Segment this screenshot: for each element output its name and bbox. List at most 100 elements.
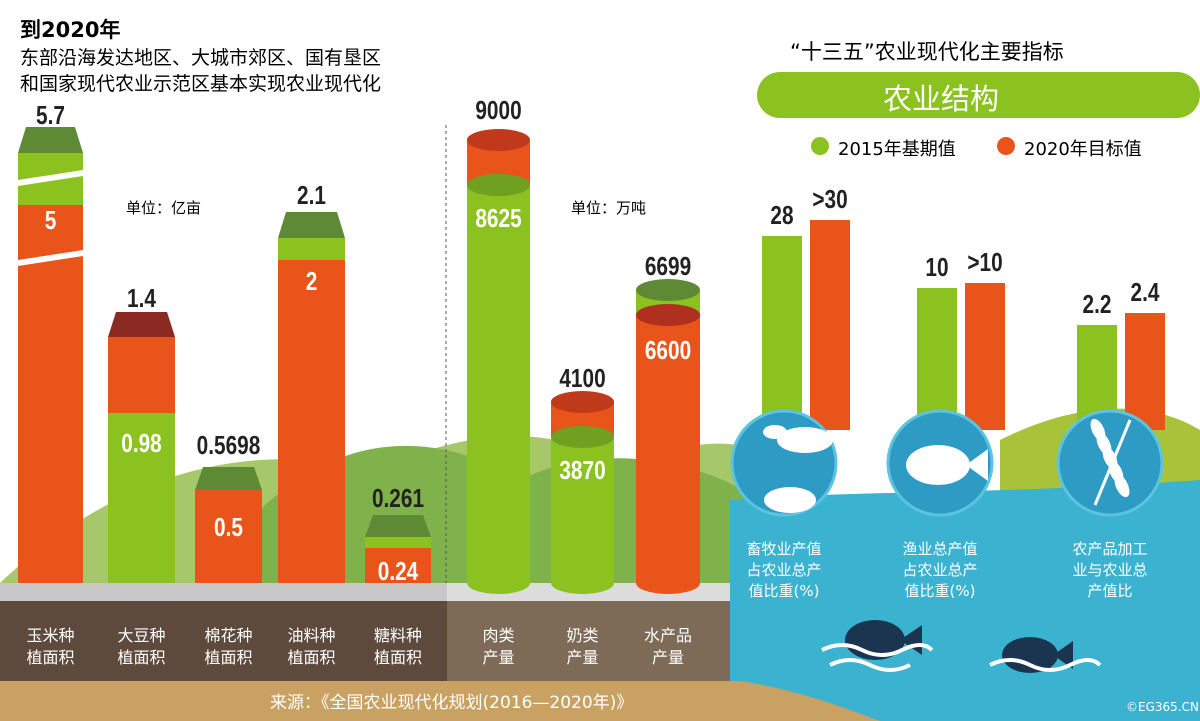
bar-2020 bbox=[965, 283, 1005, 430]
category-label: 水产品 bbox=[643, 626, 692, 645]
category-label: 植面积 bbox=[26, 648, 75, 667]
cattle-head bbox=[763, 425, 787, 439]
data-label-total: 1.4 bbox=[127, 283, 156, 313]
data-label-2015: 10 bbox=[925, 252, 949, 282]
data-label-2020: >30 bbox=[812, 184, 848, 214]
data-label-value: 0.24 bbox=[377, 556, 419, 586]
data-label-total: 9000 bbox=[475, 95, 522, 125]
category-label: 棉花种 bbox=[204, 626, 253, 645]
cylinder-top bbox=[467, 129, 530, 151]
category-label: 大豆种 bbox=[117, 626, 166, 645]
bar-gap bbox=[365, 537, 431, 548]
category-label: 糖料种 bbox=[373, 626, 422, 645]
category-label: 奶类 bbox=[566, 626, 599, 645]
header-line2: 和国家现代农业示范区基本实现农业现代化 bbox=[20, 73, 382, 95]
bar-2015-value bbox=[108, 413, 175, 583]
cylinder-2015-value bbox=[467, 185, 530, 583]
category-label: 产量 bbox=[651, 648, 684, 667]
bar-cap-2020-target bbox=[365, 515, 431, 537]
data-label-total: 2.1 bbox=[297, 180, 326, 210]
category-label: 植面积 bbox=[117, 648, 166, 667]
data-label-value: 5 bbox=[44, 205, 57, 235]
data-label-total: 5.7 bbox=[36, 100, 65, 130]
cylinder-base bbox=[551, 572, 614, 594]
data-label-total: 4100 bbox=[559, 363, 606, 393]
data-label-2015: 28 bbox=[770, 200, 794, 230]
category-label: 油料种 bbox=[287, 626, 336, 645]
bar-cap-2020-target bbox=[108, 312, 175, 337]
pig-icon bbox=[764, 487, 816, 513]
header-year: 到2020年 bbox=[20, 18, 121, 42]
bar-2015-value bbox=[18, 205, 83, 583]
cylinder-mid-top bbox=[467, 174, 530, 196]
header-line1: 东部沿海发达地区、大城市郊区、国有垦区 bbox=[20, 47, 382, 69]
cylinder-top bbox=[636, 279, 700, 301]
data-label-total: 6699 bbox=[644, 251, 692, 281]
bar-cap-2020-target bbox=[195, 467, 262, 490]
data-label-total: 0.261 bbox=[371, 483, 425, 513]
bar-2020 bbox=[810, 220, 850, 430]
data-label-value: 8625 bbox=[475, 203, 522, 233]
category-label: 占农业总产 bbox=[746, 561, 822, 579]
bar-2015 bbox=[917, 288, 957, 430]
bar-gap bbox=[278, 238, 345, 260]
data-label-2020: >10 bbox=[967, 247, 1003, 277]
data-label-value: 0.5 bbox=[214, 512, 243, 542]
cylinder-mid-top bbox=[551, 426, 614, 448]
source-note: 来源：《全国农业现代化规划(2016—2020年)》 bbox=[270, 693, 634, 713]
legend-swatch-2015 bbox=[811, 137, 829, 155]
cylinder-base bbox=[467, 572, 530, 594]
category-label: 占农业总产 bbox=[902, 561, 978, 579]
data-label-value: 2 bbox=[305, 266, 318, 296]
bar-2015-value bbox=[278, 260, 345, 583]
bar-2015-value bbox=[365, 548, 431, 583]
data-label-value: 0.98 bbox=[121, 428, 162, 458]
category-label: 产值比 bbox=[1087, 582, 1133, 600]
axis-break bbox=[18, 250, 83, 266]
category-label: 业与农业总 bbox=[1072, 561, 1148, 579]
category-label: 畜牧业产值 bbox=[746, 540, 822, 558]
wheat-stem bbox=[1093, 419, 1132, 506]
data-label-value: 3870 bbox=[559, 455, 606, 485]
wheat-icon bbox=[1114, 474, 1130, 498]
fish-tail bbox=[966, 449, 988, 481]
bar-2015-value bbox=[195, 490, 262, 583]
cylinder-2015-value bbox=[551, 437, 614, 583]
category-label: 玉米种 bbox=[26, 626, 75, 645]
icon-glyphs bbox=[763, 418, 1132, 513]
cylinder-mid-top bbox=[636, 304, 700, 326]
credit: ©EG365.CN bbox=[1126, 700, 1199, 714]
legend-swatch-2020 bbox=[997, 137, 1015, 155]
category-label: 渔业总产值 bbox=[902, 540, 978, 558]
right-title: “十三五”农业现代化主要指标 bbox=[790, 40, 1064, 64]
cylinder-top bbox=[551, 391, 614, 413]
data-label-2015: 2.2 bbox=[1082, 289, 1112, 319]
bar-cap-2020-target bbox=[278, 212, 345, 238]
category-label: 植面积 bbox=[373, 648, 422, 667]
category-label: 值比重(%) bbox=[748, 582, 820, 600]
category-label: 值比重(%) bbox=[904, 582, 976, 600]
data-label-2020: 2.4 bbox=[1130, 277, 1160, 307]
category-label: 农产品加工 bbox=[1072, 540, 1148, 558]
category-label: 肉类 bbox=[482, 626, 515, 645]
axis-break bbox=[18, 170, 83, 186]
bar-gap bbox=[108, 337, 175, 413]
category-label: 植面积 bbox=[287, 648, 336, 667]
cylinder-2015-value bbox=[636, 315, 700, 583]
bar-2020 bbox=[1125, 313, 1165, 430]
category-label: 产量 bbox=[482, 648, 515, 667]
legend-2015: 2015年基期值 bbox=[838, 139, 956, 160]
legend-2020: 2020年目标值 bbox=[1024, 139, 1142, 160]
fish-icon bbox=[906, 445, 970, 485]
unit-label-output: 单位：万吨 bbox=[571, 199, 647, 217]
unit-label-area: 单位：亿亩 bbox=[126, 199, 202, 217]
bar-cap-2020-target bbox=[18, 127, 83, 153]
bar-2015 bbox=[762, 236, 802, 430]
cylinder-base bbox=[636, 572, 700, 594]
category-label: 植面积 bbox=[204, 648, 253, 667]
data-label-total: 0.5698 bbox=[196, 430, 261, 460]
data-label-value: 6600 bbox=[644, 335, 692, 365]
banner-title: 农业结构 bbox=[883, 82, 1000, 116]
category-label: 产量 bbox=[566, 648, 599, 667]
